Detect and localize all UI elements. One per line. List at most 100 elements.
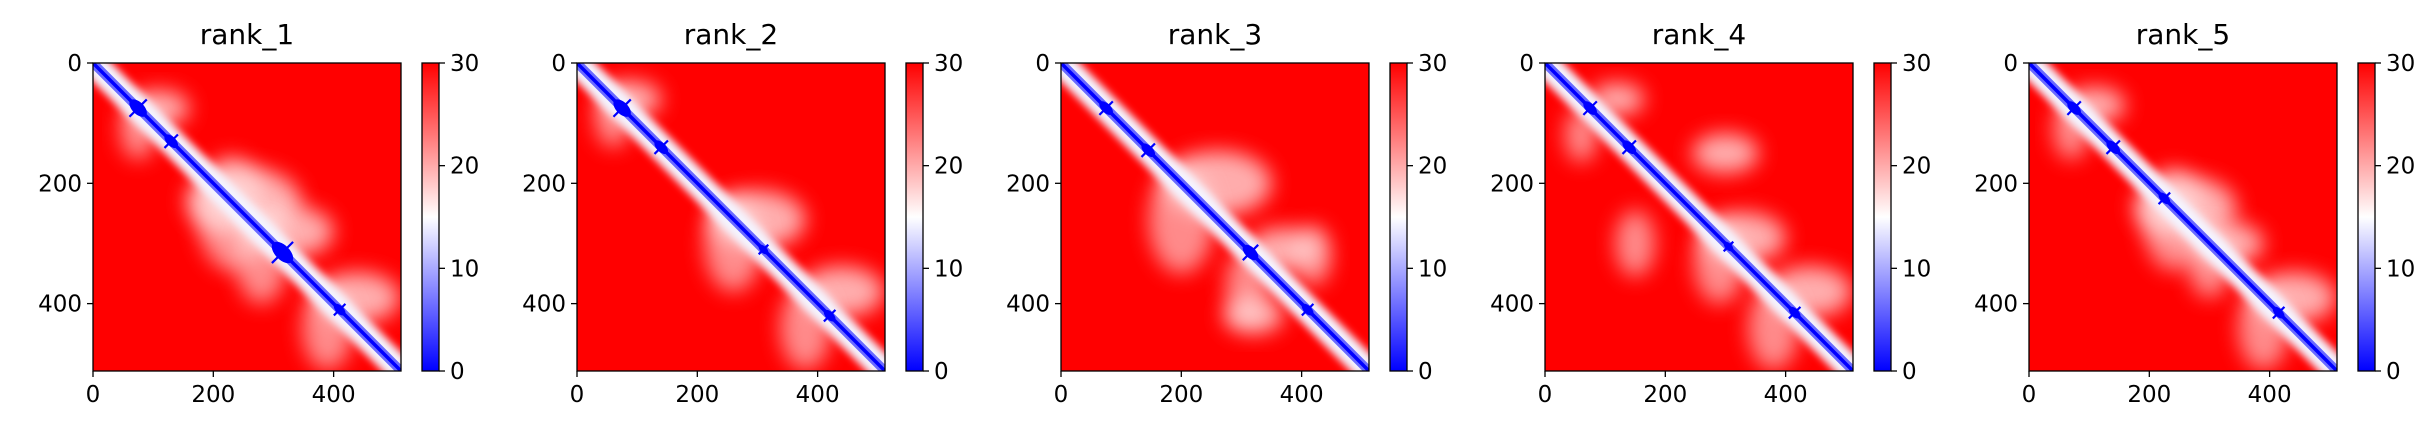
colorbar: 0 10 20 30 (421, 51, 479, 385)
diagonal-line (2029, 63, 2337, 371)
colorbar-tick-label: 30 (2386, 51, 2415, 77)
x-tick-label: 0 (86, 382, 101, 408)
colorbar: 0 10 20 30 (1389, 51, 1447, 385)
colorbar-tick-label: 0 (2386, 359, 2401, 385)
heatmap-panel-3: rank_3 0 200 400 0 200 400 0 10 20 30 (1006, 18, 1447, 408)
panel-title: rank_5 (2136, 18, 2230, 51)
colorbar-tick-label: 10 (450, 256, 479, 282)
colorbar-tick-label: 0 (1418, 359, 1433, 385)
colorbar-tick-label: 20 (1418, 154, 1447, 180)
colorbar-tick-label: 30 (450, 51, 479, 77)
panel-title: rank_1 (200, 18, 294, 51)
heatmap-mid-region (1615, 210, 1656, 277)
contact-cross (1242, 244, 1259, 261)
contact-cross (1140, 142, 1156, 158)
heatmap-panel-1: rank_1 0 200 400 0 200 400 0 10 20 30 (38, 18, 479, 408)
contact-cross (1621, 139, 1637, 155)
x-tick-label: 200 (675, 382, 719, 408)
panel-title: rank_2 (684, 18, 778, 51)
contact-cross (1098, 100, 1114, 116)
x-tick-label: 400 (1764, 382, 1808, 408)
x-tick-label: 200 (2127, 382, 2171, 408)
colorbar: 0 10 20 30 (905, 51, 963, 385)
y-tick-label: 200 (1490, 171, 1534, 197)
contact-cross (333, 303, 347, 317)
colorbar-gradient (1873, 62, 1892, 372)
colorbar-tick-label: 10 (1902, 256, 1931, 282)
colorbar-gradient (2357, 62, 2376, 372)
colorbar-tick-label: 30 (1418, 51, 1447, 77)
x-tick-label: 400 (312, 382, 356, 408)
contact-cross (653, 139, 669, 155)
contact-cross (2105, 139, 2121, 155)
plot-frame (1544, 62, 1854, 372)
x-tick-label: 200 (1643, 382, 1687, 408)
contact-cross (1788, 306, 1802, 320)
contact-cross (128, 98, 148, 118)
x-tick-label: 400 (1280, 382, 1324, 408)
y-tick-label: 200 (522, 171, 566, 197)
x-tick-label: 0 (570, 382, 585, 408)
contact-cross (823, 309, 837, 323)
x-tick-label: 200 (191, 382, 235, 408)
colorbar-tick-label: 10 (1418, 256, 1447, 282)
x-tick-label: 400 (2248, 382, 2292, 408)
plot-frame (92, 62, 402, 372)
contact-cross (757, 243, 770, 256)
y-tick-label: 0 (1035, 51, 1050, 77)
colorbar-tick-label: 20 (1902, 154, 1931, 180)
plot-frame (1060, 62, 1370, 372)
y-tick-label: 0 (2003, 51, 2018, 77)
y-tick-label: 400 (38, 292, 82, 318)
heatmap-image (1545, 63, 1853, 371)
colorbar-tick-label: 20 (2386, 154, 2415, 180)
colorbar: 0 10 20 30 (2357, 51, 2415, 385)
colorbar-tick-label: 10 (934, 256, 963, 282)
y-tick-label: 400 (1974, 292, 2018, 318)
contact-cross (1301, 303, 1315, 317)
colorbar-tick-label: 0 (934, 359, 949, 385)
panel-title: rank_4 (1652, 18, 1746, 51)
y-tick-label: 200 (38, 171, 82, 197)
y-tick-label: 200 (1974, 171, 2018, 197)
heatmap-image (2029, 63, 2337, 371)
contact-cross (2066, 100, 2082, 116)
contact-cross (163, 133, 179, 149)
contact-cross (612, 98, 632, 118)
y-tick-label: 200 (1006, 171, 1050, 197)
y-tick-label: 400 (1490, 292, 1534, 318)
heatmap-panel-4: rank_4 0 200 400 0 200 400 0 10 20 30 (1490, 18, 1931, 408)
x-tick-label: 400 (796, 382, 840, 408)
y-tick-label: 400 (522, 292, 566, 318)
diagonal-line (1061, 63, 1369, 371)
colorbar-tick-label: 0 (450, 359, 465, 385)
contact-cross (1722, 240, 1735, 253)
contact-cross (271, 241, 294, 264)
colorbar: 0 10 20 30 (1873, 51, 1931, 385)
x-tick-label: 200 (1159, 382, 1203, 408)
contact-cross (2157, 191, 2171, 205)
heatmap-mid-region (1295, 225, 1332, 286)
y-tick-label: 0 (551, 51, 566, 77)
colorbar-gradient (1389, 62, 1408, 372)
heatmap-mid-region (1223, 297, 1284, 334)
plot-frame (576, 62, 886, 372)
colorbar-tick-label: 0 (1902, 359, 1917, 385)
x-tick-label: 0 (2022, 382, 2037, 408)
heatmap-image (577, 63, 885, 371)
contact-cross (1582, 100, 1598, 116)
diagonal-line (1545, 63, 1853, 371)
contact-cross (2272, 306, 2286, 320)
heatmap-panel-5: rank_5 0 200 400 0 200 400 0 10 20 30 (1974, 18, 2415, 408)
colorbar-tick-label: 20 (450, 154, 479, 180)
colorbar-tick-label: 20 (934, 154, 963, 180)
y-tick-label: 0 (1519, 51, 1534, 77)
colorbar-tick-label: 30 (934, 51, 963, 77)
heatmap-panel-2: rank_2 0 200 400 0 200 400 0 10 20 30 (522, 18, 963, 408)
panel-title: rank_3 (1168, 18, 1262, 51)
heatmap-mid-region (1692, 133, 1759, 174)
colorbar-tick-label: 30 (1902, 51, 1931, 77)
x-tick-label: 0 (1054, 382, 1069, 408)
y-tick-label: 0 (67, 51, 82, 77)
